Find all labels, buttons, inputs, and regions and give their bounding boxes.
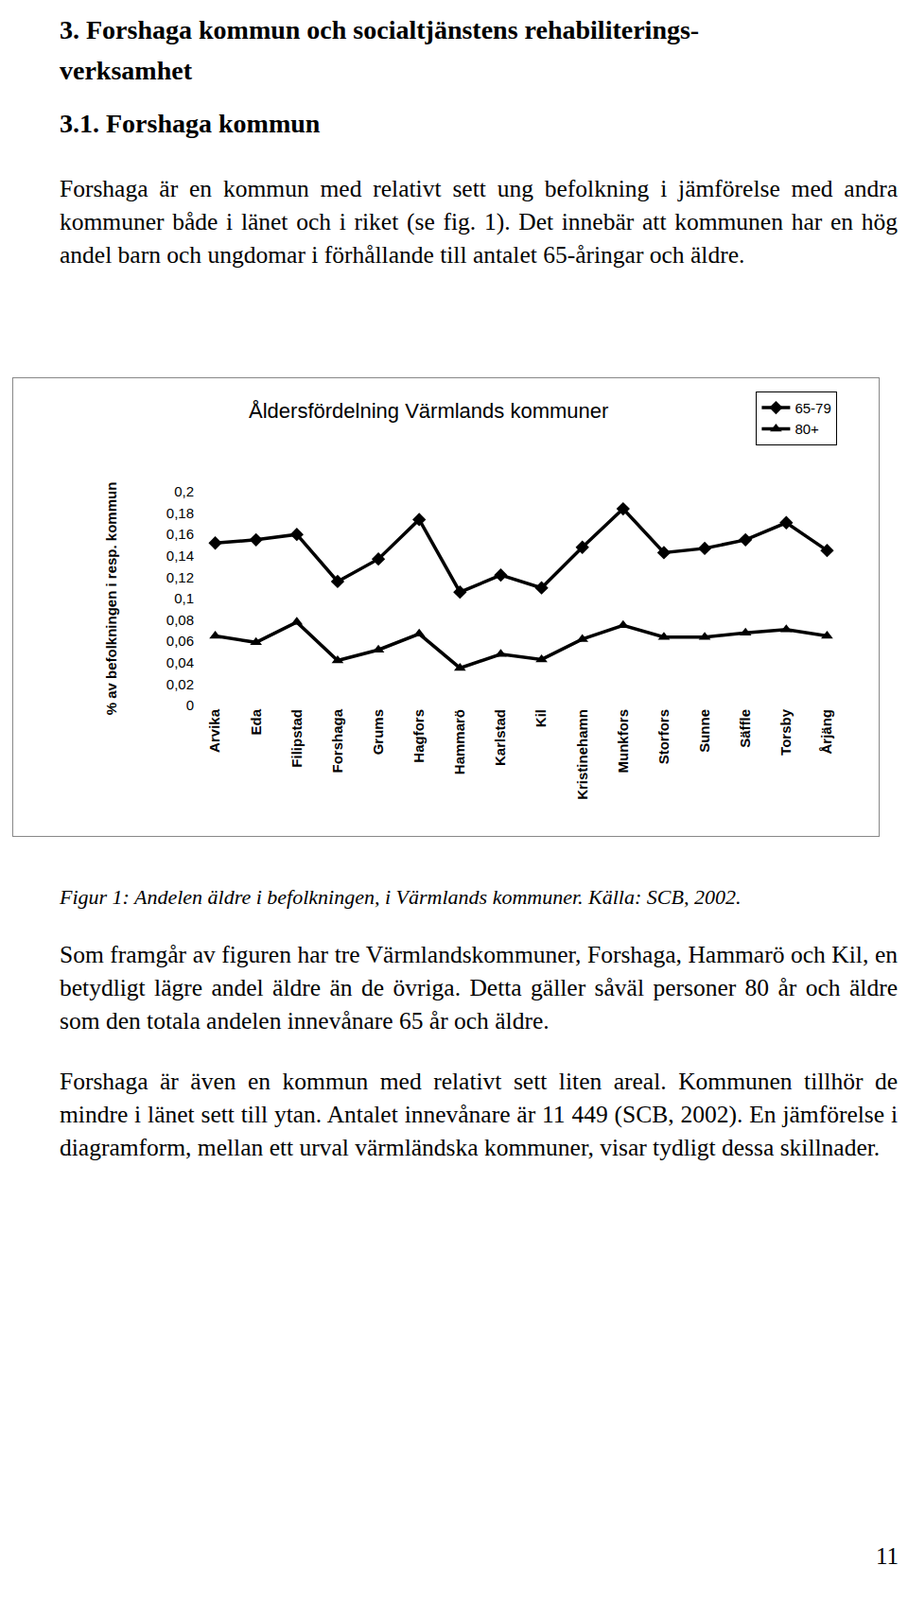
html-text:Forshaga är även en kommun med: Forshaga är även en kommun med relativt … — [59, 1067, 898, 1162]
svg-text:Hagfors: Hagfors — [410, 709, 427, 764]
svg-text:Karlstad: Karlstad — [491, 709, 508, 767]
svg-text:0,04: 0,04 — [166, 654, 194, 671]
svg-text:0,14: 0,14 — [166, 547, 194, 564]
svg-text:Eda: Eda — [247, 708, 264, 735]
svg-text:0,02: 0,02 — [166, 676, 194, 693]
svg-text:0,2: 0,2 — [174, 483, 194, 500]
html-text:Som framgår av figuren har tre: Som framgår av figuren har tre Värmlands… — [59, 941, 898, 1035]
svg-text:80+: 80+ — [794, 420, 820, 437]
svg-text:Hammarö: Hammarö — [451, 709, 468, 775]
svg-text:65-79: 65-79 — [794, 400, 831, 417]
svg-text:0,1: 0,1 — [174, 590, 194, 607]
html-text:3. Forshaga kommun och socialt: 3. Forshaga kommun och socialtjänstens r… — [59, 15, 700, 45]
svg-text:Forshaga: Forshaga — [329, 708, 346, 773]
svg-text:Munkfors: Munkfors — [614, 709, 631, 774]
svg-text:Kristinehamn: Kristinehamn — [574, 709, 591, 801]
svg-text:Arvika: Arvika — [206, 708, 223, 753]
svg-text:0,06: 0,06 — [166, 632, 194, 649]
svg-text:Storfors: Storfors — [655, 709, 672, 765]
svg-text:Torsby: Torsby — [777, 708, 794, 756]
svg-text:Kil: Kil — [532, 709, 549, 728]
svg-text:Årjäng: Årjäng — [818, 709, 835, 755]
svg-text:% av befolkningen i resp. komm: % av befolkningen i resp. kommun — [103, 482, 120, 716]
svg-text:0,12: 0,12 — [166, 569, 194, 586]
svg-text:Sunne: Sunne — [696, 709, 713, 753]
html-text:11: 11 — [875, 1543, 899, 1570]
svg-text:Åldersfördelning Värmlands kom: Åldersfördelning Värmlands kommuner — [248, 399, 609, 423]
html-text:verksamhet: verksamhet — [59, 55, 193, 86]
html-text:Figur 1: Andelen äldre i befol: Figur 1: Andelen äldre i befolkningen, i… — [59, 885, 741, 909]
svg-text:Säffle: Säffle — [736, 709, 753, 749]
svg-text:0,16: 0,16 — [166, 525, 194, 542]
svg-text:Filipstad: Filipstad — [288, 709, 305, 769]
svg-text:0,18: 0,18 — [166, 505, 194, 522]
html-text:3.1. Forshaga kommun: 3.1. Forshaga kommun — [59, 108, 321, 139]
svg-text:0: 0 — [186, 697, 194, 714]
svg-text:Grums: Grums — [369, 709, 386, 755]
html-text:Forshaga är en kommun med rela: Forshaga är en kommun med relativt sett … — [59, 174, 898, 269]
svg-text:0,08: 0,08 — [166, 611, 194, 629]
